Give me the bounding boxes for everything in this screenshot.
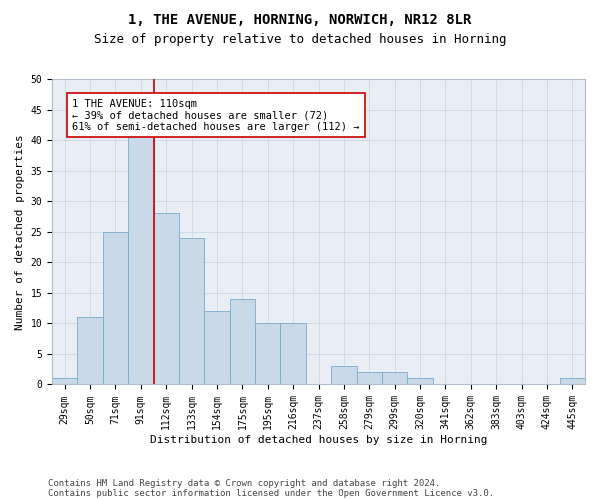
- Bar: [52, 378, 77, 384]
- Text: 1, THE AVENUE, HORNING, NORWICH, NR12 8LR: 1, THE AVENUE, HORNING, NORWICH, NR12 8L…: [128, 12, 472, 26]
- Bar: [77, 318, 103, 384]
- Bar: [103, 232, 128, 384]
- Bar: [382, 372, 407, 384]
- Text: 1 THE AVENUE: 110sqm
← 39% of detached houses are smaller (72)
61% of semi-detac: 1 THE AVENUE: 110sqm ← 39% of detached h…: [73, 98, 360, 132]
- Text: Size of property relative to detached houses in Horning: Size of property relative to detached ho…: [94, 32, 506, 46]
- Bar: [205, 311, 230, 384]
- Y-axis label: Number of detached properties: Number of detached properties: [15, 134, 25, 330]
- Bar: [154, 214, 179, 384]
- Bar: [331, 366, 356, 384]
- Bar: [255, 324, 280, 384]
- Bar: [230, 299, 255, 384]
- Bar: [128, 134, 154, 384]
- Bar: [179, 238, 205, 384]
- Bar: [280, 324, 306, 384]
- X-axis label: Distribution of detached houses by size in Horning: Distribution of detached houses by size …: [150, 435, 487, 445]
- Bar: [356, 372, 382, 384]
- Bar: [407, 378, 433, 384]
- Text: Contains HM Land Registry data © Crown copyright and database right 2024.: Contains HM Land Registry data © Crown c…: [48, 478, 440, 488]
- Bar: [560, 378, 585, 384]
- Text: Contains public sector information licensed under the Open Government Licence v3: Contains public sector information licen…: [48, 488, 494, 498]
